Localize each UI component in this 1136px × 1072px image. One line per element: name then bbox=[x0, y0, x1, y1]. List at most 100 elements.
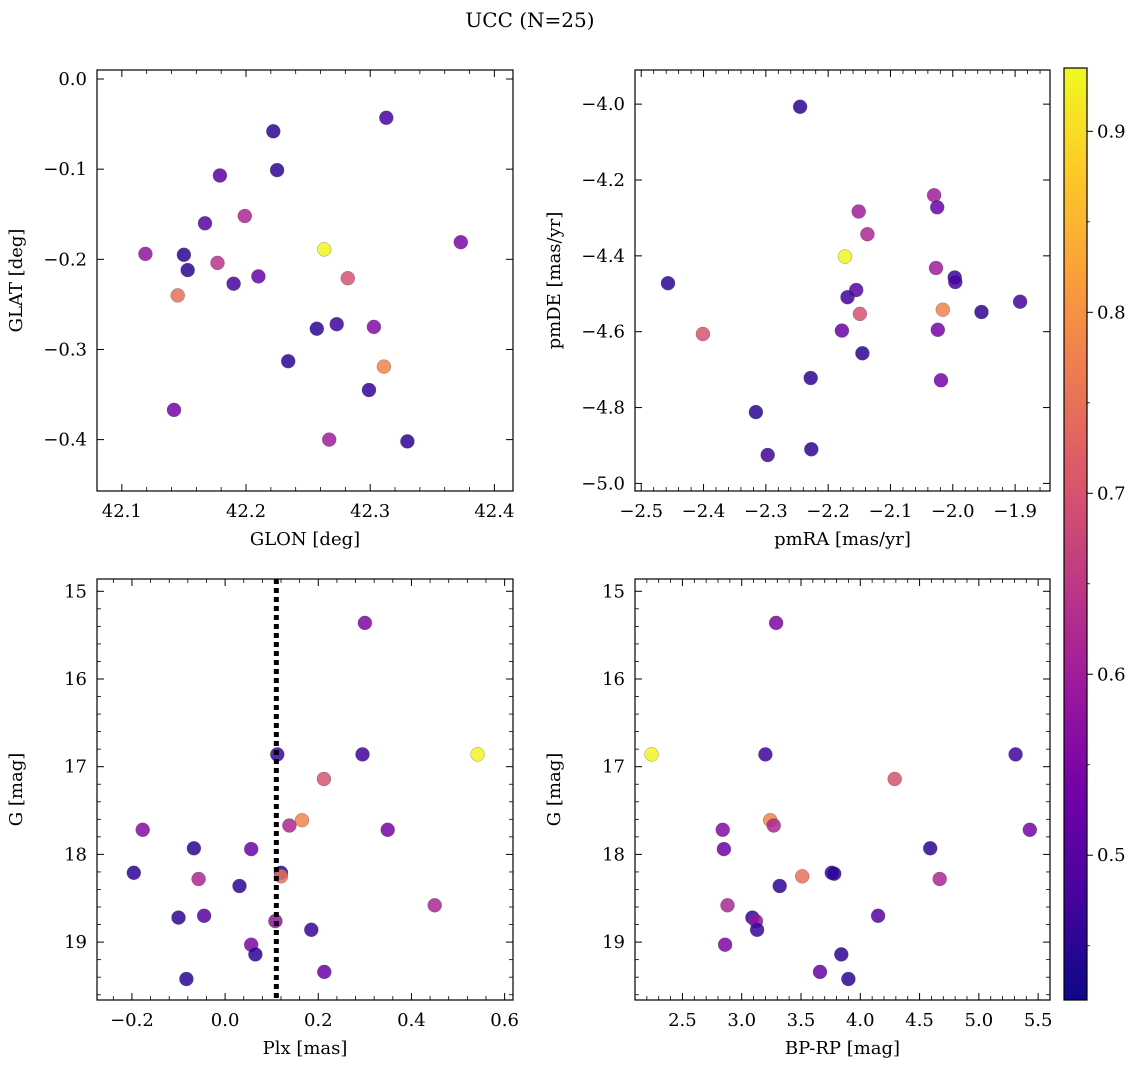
scatter-point bbox=[840, 290, 855, 305]
x-tick-label: 3.0 bbox=[727, 1010, 756, 1031]
scatter-point bbox=[322, 432, 337, 447]
scatter-point bbox=[316, 771, 332, 787]
scatter-point bbox=[197, 216, 213, 231]
scatter-point bbox=[758, 747, 773, 762]
scatter-point bbox=[266, 124, 281, 139]
scatter-point bbox=[355, 747, 370, 762]
scatter-point bbox=[282, 818, 297, 833]
scatter-point bbox=[340, 271, 355, 286]
scatter-point bbox=[749, 922, 765, 937]
colorbar-fill bbox=[1064, 68, 1087, 1000]
scatter-point bbox=[768, 615, 784, 631]
scatter-point bbox=[376, 359, 392, 374]
scatter-point bbox=[317, 964, 332, 980]
scatter-point bbox=[186, 841, 202, 856]
scatter-point bbox=[841, 971, 856, 987]
scatter-point bbox=[837, 249, 853, 264]
scatter-point bbox=[933, 373, 949, 388]
scatter-point bbox=[281, 354, 296, 369]
y-tick-label: 19 bbox=[64, 932, 87, 953]
scatter-points bbox=[126, 615, 485, 987]
y-tick-label: 19 bbox=[602, 932, 625, 953]
colorbar-tick-label: 0.6 bbox=[1097, 664, 1126, 685]
scatter-point bbox=[470, 747, 485, 762]
scatter-points bbox=[138, 110, 468, 449]
plot-frame bbox=[634, 69, 1051, 492]
y-tick-label: −0.3 bbox=[43, 339, 87, 360]
scatter-point bbox=[851, 204, 866, 219]
scatter-point bbox=[887, 771, 902, 787]
scatter-points bbox=[644, 615, 1037, 987]
scatter-point bbox=[860, 227, 875, 242]
figure-title: UCC (N=25) bbox=[465, 8, 594, 32]
scatter-point bbox=[928, 260, 944, 276]
scatter-point bbox=[248, 947, 263, 962]
y-tick-label: −4.4 bbox=[581, 246, 625, 267]
x-tick-label: −1.9 bbox=[993, 501, 1037, 522]
scatter-point bbox=[180, 262, 195, 278]
x-tick-label: −2.4 bbox=[682, 501, 726, 522]
colorbar-tick-label: 0.9 bbox=[1097, 121, 1126, 142]
scatter-point bbox=[329, 317, 344, 332]
scatter-point bbox=[212, 168, 228, 183]
scatter-point bbox=[1008, 747, 1023, 762]
scatter-point bbox=[294, 813, 310, 828]
y-tick-label: −5.0 bbox=[581, 473, 625, 494]
x-tick-label: −2.0 bbox=[931, 501, 975, 522]
scatter-point bbox=[748, 404, 764, 420]
x-tick-label: −2.5 bbox=[619, 501, 663, 522]
scatter-point bbox=[923, 841, 938, 856]
scatter-point bbox=[716, 841, 732, 857]
y-tick-label: −0.2 bbox=[43, 249, 87, 270]
x-tick-label: 3.5 bbox=[787, 1010, 816, 1031]
scatter-point bbox=[251, 269, 266, 284]
scatter-point bbox=[170, 288, 185, 303]
x-axis-label: GLON [deg] bbox=[250, 529, 360, 550]
scatter-point bbox=[1012, 294, 1028, 309]
x-tick-label: −2.1 bbox=[869, 501, 913, 522]
scatter-point bbox=[870, 908, 886, 923]
y-axis-label: G [mag] bbox=[544, 753, 565, 826]
y-tick-label: 17 bbox=[64, 757, 87, 778]
x-tick-label: 42.1 bbox=[102, 501, 142, 522]
x-tick-label: 5.0 bbox=[965, 1010, 994, 1031]
y-tick-label: 18 bbox=[64, 844, 87, 865]
scatter-point bbox=[834, 947, 849, 962]
scatter-point bbox=[812, 964, 828, 980]
y-tick-label: −4.6 bbox=[581, 322, 625, 343]
scatter-point bbox=[720, 898, 735, 913]
colorbar: 0.5 0.6 0.7 0.8 0.9 bbox=[1063, 67, 1126, 1001]
panel-color-g: 2.5 3.0 3.5 4.0 4.5 5.0 5.5 15 16 17 18 19 BP-RP [ma… bbox=[544, 578, 1052, 1059]
scatter-point bbox=[926, 188, 942, 203]
plot-frame bbox=[634, 578, 1051, 1001]
plot-frame bbox=[96, 578, 514, 1001]
scatter-point bbox=[366, 319, 382, 335]
scatter-point bbox=[171, 910, 186, 925]
scatter-point bbox=[930, 322, 945, 337]
scatter-point bbox=[244, 841, 259, 857]
y-tick-label: 15 bbox=[602, 581, 625, 602]
scatter-point bbox=[380, 822, 395, 837]
scatter-point bbox=[226, 276, 241, 291]
y-tick-label: −4.0 bbox=[581, 94, 625, 115]
x-tick-label: 4.0 bbox=[846, 1010, 875, 1031]
x-tick-label: −2.2 bbox=[806, 501, 850, 522]
scatter-point bbox=[196, 908, 212, 923]
scatter-point bbox=[1022, 822, 1037, 837]
y-tick-label: 16 bbox=[64, 669, 87, 690]
x-tick-label: 2.5 bbox=[668, 1010, 697, 1031]
colorbar-tick-label: 0.8 bbox=[1097, 302, 1126, 323]
x-tick-label: 0.6 bbox=[490, 1010, 519, 1031]
y-axis-label: G [mag] bbox=[6, 753, 27, 826]
scatter-point bbox=[834, 323, 850, 338]
scatter-point bbox=[852, 306, 868, 322]
colorbar-tick-label: 0.5 bbox=[1097, 845, 1126, 866]
colorbar-frame bbox=[1063, 67, 1088, 1001]
colorbar-tick-label: 0.7 bbox=[1097, 483, 1126, 504]
scatter-point bbox=[304, 922, 319, 937]
y-axis-label: GLAT [deg] bbox=[6, 229, 27, 333]
scatter-point bbox=[269, 162, 285, 178]
scatter-point bbox=[232, 878, 247, 894]
scatter-point bbox=[237, 208, 252, 224]
